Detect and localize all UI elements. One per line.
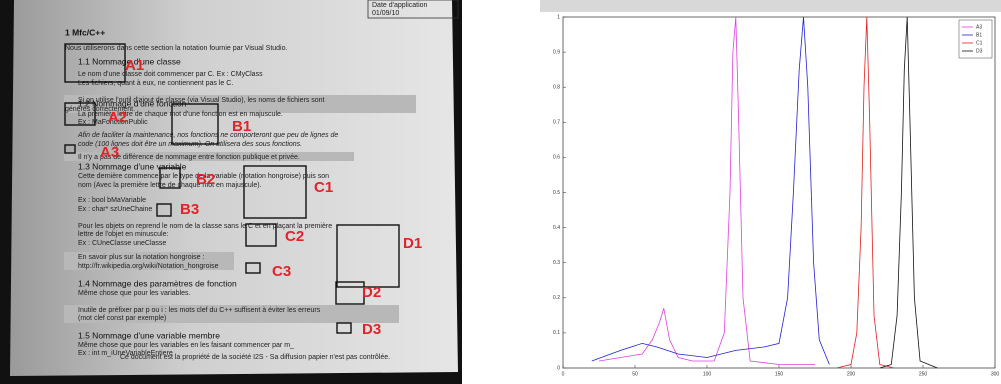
document-line: Ex : CUneClasse uneClasse: [78, 240, 166, 247]
region-label: B2: [196, 171, 215, 188]
document-line: lettre de l'objet en minuscule:: [78, 231, 168, 238]
y-tick-label: 0.3: [553, 260, 560, 266]
document-line: Ex : char* szUneChaine: [78, 206, 152, 213]
y-tick-label: 0.9: [553, 49, 560, 55]
region-label: B1: [232, 118, 251, 135]
highlights: [64, 95, 416, 323]
box: [243, 165, 307, 219]
document-line: Nous utiliserons dans cette section la n…: [65, 45, 288, 52]
y-tick-label: 0.7: [553, 120, 560, 126]
series-line: [598, 16, 815, 365]
box: [171, 103, 219, 145]
box: [159, 167, 181, 189]
y-tick-label: 0.2: [553, 295, 560, 301]
document-line: En savoir plus sur la notation hongroise…: [78, 254, 205, 261]
region-label: D3: [362, 321, 381, 338]
document-line: Ex : MaFonctionPublic: [78, 119, 148, 126]
document-line: La première lettre de chaque mot d'une f…: [78, 111, 283, 118]
legend-label: A3: [976, 24, 982, 30]
region-label: B3: [180, 201, 199, 218]
document-line: Ce document est la propriété de la socié…: [120, 354, 390, 361]
region-label: A1: [125, 57, 144, 74]
heading: 1.3 Nommage d'une variable: [78, 161, 187, 171]
x-tick-label: 300: [991, 371, 1000, 377]
header-text: Date d'application: [372, 2, 428, 9]
box: [64, 43, 126, 83]
legend-label: C1: [976, 40, 983, 46]
heading: 1.2 Nommage d'une fonction: [78, 98, 187, 108]
x-tick-label: 100: [703, 371, 712, 377]
highlight: [64, 152, 354, 161]
box: [336, 224, 400, 288]
box: [245, 223, 277, 247]
series-line: [836, 16, 895, 369]
y-tick-label: 0.5: [553, 190, 560, 196]
document-line: Pour les objets on reprend le nom de la …: [78, 223, 332, 230]
legend-label: D3: [976, 48, 983, 54]
document-line: Si on utilise l'outil d'ajout de classe …: [78, 97, 325, 104]
heading: 1.4 Nommage des paramètres de fonction: [78, 278, 237, 288]
document-line: nom (Avec la première lettre de chaque m…: [78, 182, 262, 189]
document-line: générés correctement.: [65, 106, 135, 113]
y-tick-label: 0.1: [553, 330, 560, 336]
document-line: Il n'y a pas de différence de nommage en…: [78, 154, 300, 161]
document-line: Le nom d'une classe doit commencer par C…: [78, 71, 263, 78]
box: [64, 144, 76, 154]
header-box: [367, 0, 459, 19]
series-line: [591, 16, 830, 365]
y-tick-label: 0.6: [553, 155, 560, 161]
x-tick-label: 50: [632, 371, 638, 377]
region-label: C1: [314, 179, 333, 196]
x-tick-label: 200: [847, 371, 856, 377]
region-label: C3: [272, 263, 291, 280]
heading: 1.5 Nommage d'une variable membre: [78, 330, 220, 340]
y-tick-label: 0: [557, 365, 560, 371]
x-tick-label: 150: [775, 371, 784, 377]
highlight: [64, 305, 399, 323]
document-line: Même chose que pour les variables.: [78, 290, 191, 297]
document-line: Même chose que pour les variables en les…: [78, 342, 294, 349]
region-label: D2: [362, 284, 381, 301]
highlight: [64, 95, 416, 113]
box: [156, 203, 172, 217]
x-tick-label: 250: [919, 371, 928, 377]
region-label: A3: [100, 144, 119, 161]
box: [336, 322, 352, 334]
document-line: Les fichiers, quant à eux, ne contiennen…: [78, 80, 233, 87]
region-label: D1: [403, 235, 422, 252]
document-line: http://fr.wikipedia.org/wiki/Notation_ho…: [78, 263, 219, 270]
y-tick-label: 0.4: [553, 225, 560, 231]
plot-area: [562, 16, 996, 369]
document-line: Inutile de préfixer par p ou i : les mot…: [78, 307, 321, 314]
region-label: C2: [285, 228, 304, 245]
y-tick-label: 1: [557, 14, 560, 20]
document-line: Cette dernière commence par le type de l…: [78, 173, 329, 180]
region-label: A2: [108, 109, 127, 126]
document-line: Afin de faciliter la maintenance, nos fo…: [77, 132, 338, 139]
header-text: 01/09/10: [372, 10, 399, 17]
series-line: [879, 16, 938, 369]
document-line: Ex : bool bMaVariable: [78, 197, 146, 204]
y-tick-label: 0.8: [553, 85, 560, 91]
box: [335, 281, 365, 305]
highlight: [64, 252, 234, 270]
legend-box: [958, 19, 993, 59]
heading: 1 Mfc/C++: [65, 27, 105, 37]
chart: 0 50 100 150 200 250 300 0 0.1 0.2 0.3 0.4 0.5 0.6 0.7…: [553, 14, 999, 377]
box: [64, 102, 96, 126]
document-line: Ex : int m_iUneVariableEntiere: [78, 350, 173, 357]
x-tick-label: 0: [562, 371, 565, 377]
legend-label: B1: [976, 32, 982, 38]
document-line: (mot clef const par exemple): [78, 315, 166, 322]
labels: A1 A2 B1 A3 B2 C1 B3 C2 D1 C3 D2 D3: [100, 57, 422, 338]
box: [245, 262, 261, 274]
heading: 1.1 Nommage d'une classe: [78, 56, 181, 66]
chart-frame: [540, 0, 1001, 12]
boxes: [64, 43, 400, 334]
